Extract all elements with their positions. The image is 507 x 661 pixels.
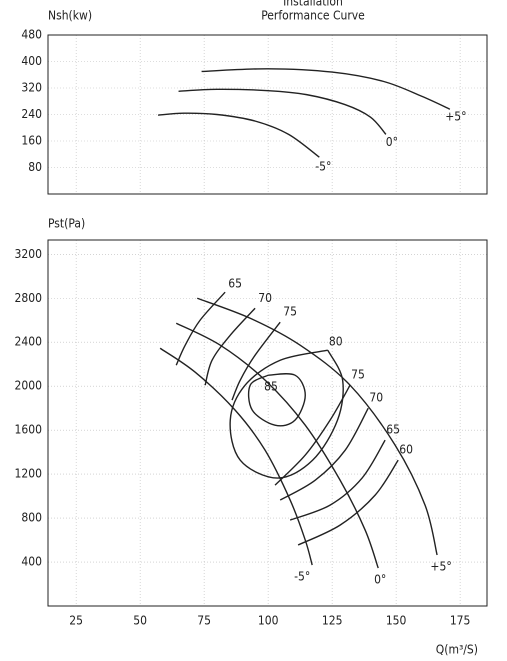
x-tick-label: 100 — [258, 614, 279, 628]
curve — [178, 88, 387, 135]
curve-label: 70 — [258, 291, 272, 305]
curve-label: 0° — [374, 573, 386, 587]
curve — [175, 322, 379, 569]
y-axis-label: Pst(Pa) — [48, 217, 85, 231]
curve — [159, 347, 313, 566]
y-tick-label: 160 — [21, 134, 42, 148]
plot-frame — [47, 34, 488, 195]
curve — [247, 373, 306, 427]
curve-label: 0° — [386, 135, 398, 149]
y-tick-label: 1200 — [15, 467, 43, 481]
y-axis-label: Nsh(kw) — [48, 9, 92, 23]
y-tick-label: 240 — [21, 107, 42, 121]
curve-label: +5° — [445, 110, 466, 124]
x-tick-label: 150 — [386, 614, 407, 628]
curve-label: 65 — [386, 423, 400, 437]
curve — [175, 291, 226, 366]
curve — [279, 407, 369, 501]
y-tick-label: 480 — [21, 28, 42, 42]
curve-label: -5° — [315, 160, 331, 174]
y-tick-label: 800 — [21, 511, 42, 525]
x-tick-label: 25 — [69, 614, 83, 628]
curve-label: 60 — [399, 443, 413, 457]
curve-label: 80 — [329, 335, 343, 349]
y-tick-label: 400 — [21, 54, 42, 68]
curve-label: 85 — [264, 380, 278, 394]
curve-label: -5° — [294, 570, 310, 584]
curve — [196, 297, 438, 556]
curve-label: 70 — [369, 391, 383, 405]
curve-label: +5° — [430, 560, 451, 574]
chart-title: Installation — [283, 0, 343, 9]
x-tick-label: 50 — [133, 614, 147, 628]
y-tick-label: 1600 — [15, 423, 43, 437]
curve-label: 75 — [351, 368, 365, 382]
curve — [229, 349, 344, 479]
curve — [201, 68, 451, 110]
x-tick-label: 125 — [322, 614, 343, 628]
y-tick-label: 80 — [28, 160, 42, 174]
x-tick-label: 75 — [197, 614, 211, 628]
curve-label: 65 — [228, 277, 242, 291]
curve — [289, 439, 386, 521]
y-tick-label: 2800 — [15, 291, 43, 305]
curve — [297, 459, 399, 546]
curve — [274, 384, 351, 486]
curve — [231, 321, 281, 401]
y-tick-label: 3200 — [15, 247, 43, 261]
x-tick-label: 175 — [450, 614, 471, 628]
plot-frame — [47, 239, 488, 607]
x-axis-label: Q(m³/S) — [436, 643, 478, 657]
curve — [158, 112, 320, 158]
y-tick-label: 320 — [21, 81, 42, 95]
y-tick-label: 2400 — [15, 335, 43, 349]
curve — [204, 307, 256, 386]
y-tick-label: 400 — [21, 555, 42, 569]
chart-subtitle: Performance Curve — [261, 9, 365, 23]
y-tick-label: 2000 — [15, 379, 43, 393]
curve-label: 75 — [283, 305, 297, 319]
